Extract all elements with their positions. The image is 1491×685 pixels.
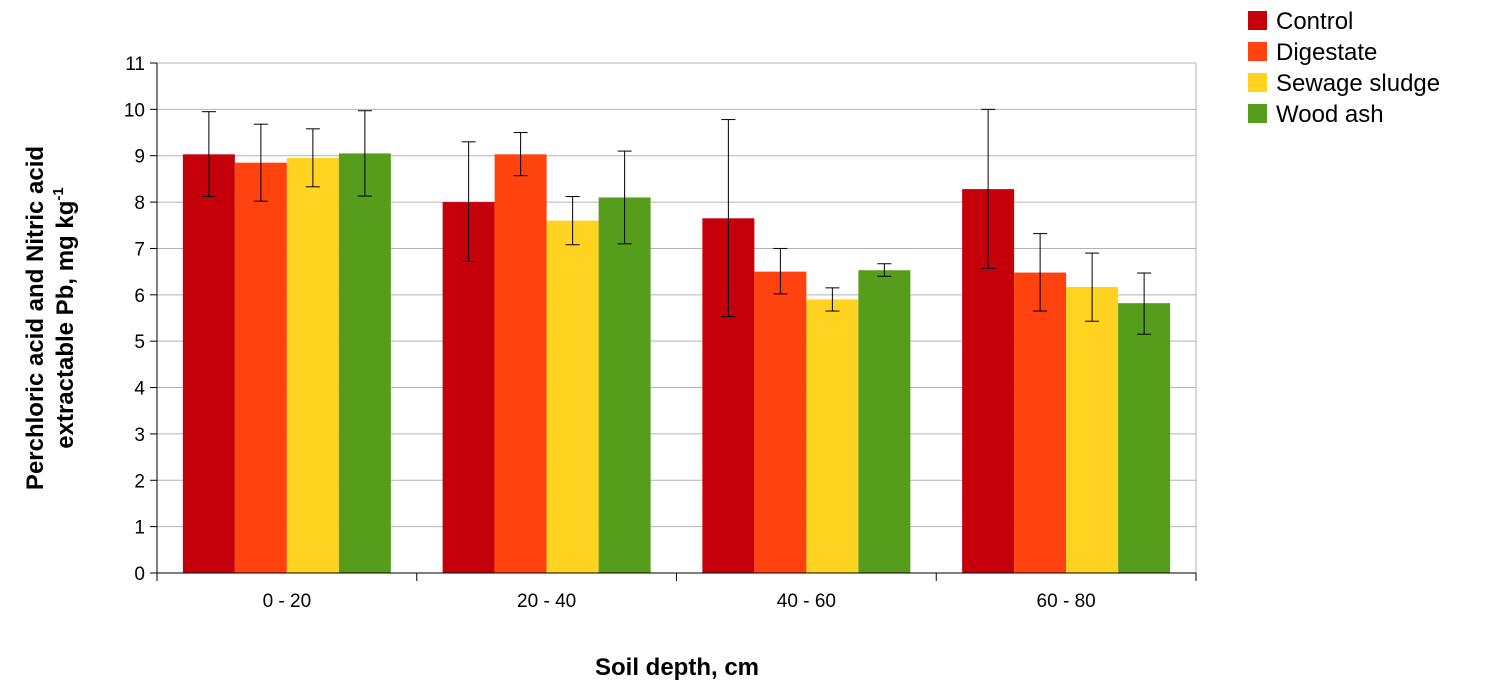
- legend-swatch: [1248, 104, 1267, 123]
- y-tick-label: 6: [134, 286, 145, 307]
- y-tick-label: 5: [134, 332, 145, 353]
- y-tick-label: 3: [134, 425, 145, 446]
- bar: [286, 158, 339, 573]
- bar: [494, 154, 547, 573]
- axes-group: [150, 62, 1197, 581]
- legend: Control Digestate Sewage sludge Wood ash: [1248, 8, 1440, 128]
- legend-label: Control: [1276, 8, 1353, 35]
- x-tick-label: 60 - 80: [1037, 591, 1096, 612]
- legend-label: Wood ash: [1276, 101, 1384, 128]
- x-tick-label: 40 - 60: [777, 591, 836, 612]
- bar: [1014, 272, 1067, 573]
- y-tick-labels: 0 1 2 3 4 5 6 7 8 9 10 11: [124, 54, 146, 585]
- bar: [234, 162, 287, 573]
- bar: [442, 202, 495, 573]
- y-tick-label: 4: [134, 379, 145, 400]
- bar: [598, 197, 651, 574]
- bar: [182, 154, 235, 573]
- y-axis-title-text: extractable Pb, mg kg: [52, 201, 79, 449]
- bar: [806, 299, 859, 573]
- legend-swatch: [1248, 42, 1267, 61]
- legend-label: Sewage sludge: [1276, 70, 1440, 97]
- x-tick-label: 20 - 40: [517, 591, 576, 612]
- bar: [858, 270, 911, 573]
- bar: [1066, 286, 1119, 573]
- y-tick-label: 2: [134, 471, 145, 492]
- bar: [546, 220, 599, 574]
- legend-swatch: [1248, 73, 1267, 92]
- bars-group: [182, 153, 1171, 574]
- y-tick-label: 11: [125, 54, 145, 75]
- x-axis-title: Soil depth, cm: [595, 654, 759, 681]
- y-axis-title-line-1: Perchloric acid and Nitric acid: [22, 146, 49, 490]
- y-tick-label: 8: [134, 193, 145, 214]
- x-tick-label: 0 - 20: [263, 591, 312, 612]
- y-axis-title-superscript: -1: [50, 187, 67, 200]
- bar: [338, 153, 391, 573]
- y-axis-title-line-2: extractable Pb, mg kg-1: [50, 187, 79, 448]
- legend-label: Digestate: [1276, 39, 1377, 66]
- bar: [754, 271, 807, 573]
- y-tick-label: 10: [124, 100, 145, 121]
- bar: [1118, 303, 1171, 573]
- y-tick-label: 7: [134, 239, 145, 260]
- y-axis-title: Perchloric acid and Nitric acid extracta…: [22, 146, 79, 490]
- error-bars-group: [201, 108, 1152, 335]
- y-tick-label: 9: [134, 147, 145, 168]
- y-tick-label: 1: [134, 518, 145, 539]
- legend-swatch: [1248, 11, 1267, 30]
- y-tick-label: 0: [134, 564, 145, 585]
- x-tick-labels: 0 - 20 20 - 40 40 - 60 60 - 80: [263, 591, 1096, 612]
